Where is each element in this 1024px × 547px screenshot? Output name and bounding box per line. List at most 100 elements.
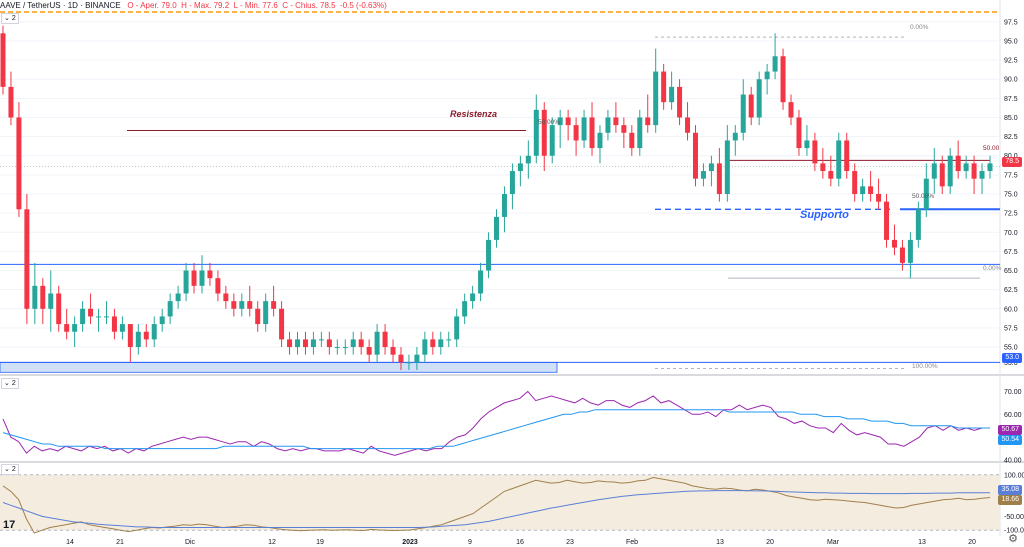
main-y-tick: 62.5	[1004, 287, 1018, 294]
candle-body	[334, 347, 340, 349]
osc-y-tick: -50.00	[1004, 514, 1024, 521]
x-axis-tick: 14	[66, 539, 74, 546]
candle-body	[143, 331, 149, 340]
last-price-label: 78.5	[1002, 157, 1022, 167]
resistenza-label: Resistenza	[450, 109, 497, 119]
candle-body	[302, 339, 308, 348]
main-y-tick: 57.5	[1004, 325, 1018, 332]
candle-body	[836, 140, 842, 179]
candle-body	[812, 140, 818, 164]
supporto-label: Supporto	[800, 209, 849, 221]
candle-body	[820, 163, 826, 172]
candle-body	[398, 354, 404, 363]
candle-body	[326, 339, 332, 348]
candle-body	[414, 354, 420, 363]
candle-body	[860, 186, 866, 194]
candle-body	[478, 270, 484, 294]
fib-label-right: 50.00	[983, 145, 1000, 152]
candle-body	[740, 94, 746, 133]
candle-body	[183, 270, 189, 294]
fib-label-low: 0.00%	[983, 265, 1002, 272]
candle-body	[581, 117, 587, 141]
candle-body	[899, 247, 905, 263]
candle-body	[223, 293, 229, 302]
rsi-y-tick: 70.00	[1004, 389, 1022, 396]
support-price-label: 53.0	[1002, 353, 1022, 363]
candle-body	[891, 239, 897, 248]
candle-body	[127, 324, 133, 348]
x-axis-tick: Feb	[626, 539, 638, 546]
candle-body	[828, 171, 834, 179]
main-y-tick: 60.0	[1004, 306, 1018, 313]
candle-body	[804, 140, 810, 149]
candle-body	[199, 270, 205, 286]
candle-body	[549, 125, 555, 156]
x-axis-tick: 13	[918, 539, 926, 546]
candle-body	[685, 117, 691, 133]
main-y-tick: 97.5	[1004, 19, 1018, 26]
candle-body	[573, 125, 579, 141]
candle-body	[151, 324, 157, 340]
candle-body	[430, 339, 436, 348]
main-y-tick: 72.5	[1004, 211, 1018, 218]
candle-body	[119, 324, 125, 332]
candle-body	[8, 86, 14, 118]
candle-body	[310, 339, 316, 348]
candle-body	[64, 324, 70, 332]
candle-body	[876, 194, 882, 202]
osc-band	[0, 474, 1000, 531]
candle-body	[470, 293, 476, 302]
candle-body	[24, 209, 30, 309]
candle-body	[446, 339, 452, 341]
main-y-tick: 55.0	[1004, 345, 1018, 352]
candle-body	[597, 132, 603, 149]
candle-body	[167, 301, 173, 317]
candle-body	[80, 308, 86, 325]
main-y-tick: 65.0	[1004, 268, 1018, 275]
candle-body	[621, 125, 627, 133]
candle-body	[629, 132, 635, 149]
osc-y-tick: -100.00	[1004, 528, 1024, 535]
candle-body	[605, 117, 611, 133]
main-y-tick: 77.5	[1004, 172, 1018, 179]
close-value: C - Chius. 78.5	[282, 1, 336, 10]
candle-body	[390, 347, 396, 355]
main-y-tick: 95.0	[1004, 38, 1018, 45]
pane-collapse-button-1[interactable]: ⌄ 2	[1, 13, 19, 24]
osc-ma-value-label: 35.08	[998, 485, 1022, 495]
candle-body	[700, 171, 706, 179]
high-value: H - Max. 79.2	[181, 1, 230, 10]
candle-body	[557, 117, 563, 126]
candle-body	[517, 163, 523, 172]
rsi-y-tick: 40.00	[1004, 458, 1022, 465]
candle-body	[494, 216, 499, 240]
pane-collapse-button-2[interactable]: ⌄ 2	[1, 378, 19, 389]
symbol-label[interactable]: AAVE / TetherUS · 1D · BINANCE	[0, 1, 121, 10]
settings-gear-icon[interactable]: ⚙	[1008, 533, 1018, 545]
candle-body	[677, 86, 683, 118]
x-axis-tick: 13	[716, 539, 724, 546]
candle-body	[907, 239, 913, 263]
candle-body	[279, 308, 285, 340]
candle-body	[56, 293, 62, 325]
candle-body	[772, 56, 778, 72]
candle-body	[971, 163, 977, 179]
candle-body	[454, 316, 460, 340]
candle-body	[382, 331, 388, 348]
x-axis-tick: 12	[268, 539, 276, 546]
candle-body	[541, 109, 547, 156]
candle-body	[342, 347, 348, 349]
candle-body	[0, 33, 6, 87]
x-axis-tick: 2023	[402, 539, 418, 546]
main-y-tick: 92.5	[1004, 58, 1018, 65]
candle-body	[788, 102, 794, 118]
candle-body	[88, 308, 94, 317]
candle-body	[350, 339, 356, 348]
candle-body	[979, 171, 985, 179]
x-axis-tick: 19	[316, 539, 324, 546]
main-y-tick: 67.5	[1004, 249, 1018, 256]
candle-body	[295, 339, 301, 348]
main-y-tick: 87.5	[1004, 96, 1018, 103]
pane-collapse-button-3[interactable]: ⌄ 2	[1, 464, 19, 475]
